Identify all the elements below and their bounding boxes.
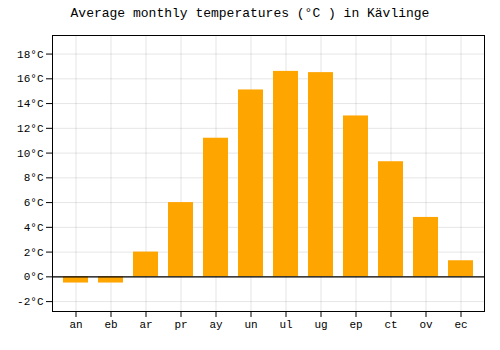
svg-text:6°C: 6°C (24, 197, 44, 209)
svg-text:eb: eb (104, 319, 117, 331)
svg-text:ul: ul (279, 319, 292, 331)
svg-text:12°C: 12°C (17, 123, 44, 135)
svg-text:ec: ec (454, 319, 467, 331)
svg-text:4°C: 4°C (24, 222, 44, 234)
svg-text:0°C: 0°C (24, 271, 44, 283)
svg-text:18°C: 18°C (17, 49, 44, 61)
svg-text:ar: ar (139, 319, 152, 331)
svg-text:ug: ug (314, 319, 327, 331)
svg-text:ov: ov (419, 319, 433, 331)
svg-text:un: un (244, 319, 257, 331)
svg-text:an: an (69, 319, 82, 331)
svg-text:-2°C: -2°C (17, 296, 44, 308)
svg-text:2°C: 2°C (24, 247, 44, 259)
svg-text:8°C: 8°C (24, 172, 44, 184)
svg-text:ct: ct (384, 319, 397, 331)
svg-text:ep: ep (349, 319, 362, 331)
svg-text:10°C: 10°C (17, 148, 44, 160)
svg-text:16°C: 16°C (17, 73, 44, 85)
svg-text:pr: pr (174, 319, 187, 331)
svg-text:14°C: 14°C (17, 98, 44, 110)
html-text:Average monthly temperatures (: Average monthly temperatures (°C ) in Kä… (70, 6, 430, 21)
svg-text:ay: ay (209, 319, 223, 331)
